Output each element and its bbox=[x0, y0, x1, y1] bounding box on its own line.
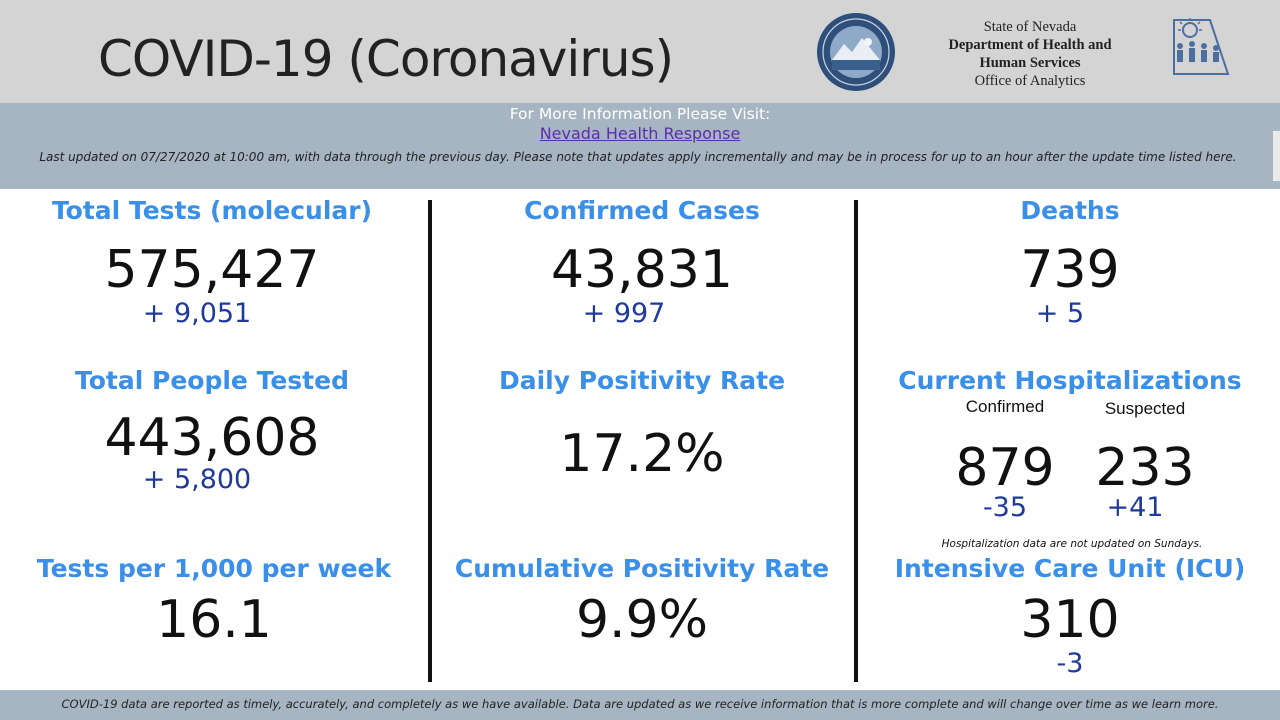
icu-label: Intensive Care Unit (ICU) bbox=[894, 554, 1246, 583]
total-tests-delta: + 9,051 bbox=[142, 298, 252, 329]
people-tested-delta: + 5,800 bbox=[142, 464, 252, 495]
confirmed-cases-value: 43,831 bbox=[551, 240, 733, 300]
agency-line-state: State of Nevada bbox=[983, 19, 1077, 35]
icu-value: 310 bbox=[1020, 590, 1120, 650]
nevada-health-response-link[interactable]: Nevada Health Response bbox=[539, 124, 741, 143]
icu-delta: -3 bbox=[1056, 648, 1084, 679]
tests-per-1000-label: Tests per 1,000 per week bbox=[36, 554, 392, 583]
tests-per-1000-value: 16.1 bbox=[156, 590, 272, 650]
info-heading: For More Information Please Visit: bbox=[509, 105, 771, 123]
hosp-suspected-value: 233 bbox=[1095, 438, 1195, 498]
confirmed-cases-label: Confirmed Cases bbox=[524, 196, 760, 225]
hosp-confirmed-value: 879 bbox=[955, 438, 1055, 498]
info-bar: For More Information Please Visit: Nevad… bbox=[0, 103, 1280, 189]
confirmed-cases-delta: + 997 bbox=[582, 298, 666, 329]
info-link-row: Nevada Health Response bbox=[0, 124, 1280, 143]
hospitalizations-label: Current Hospitalizations bbox=[898, 366, 1242, 395]
hosp-confirmed-delta: -35 bbox=[982, 492, 1028, 523]
deaths-label: Deaths bbox=[1020, 196, 1120, 225]
total-tests-label: Total Tests (molecular) bbox=[51, 196, 373, 225]
footer-bar: COVID-19 data are reported as timely, ac… bbox=[0, 690, 1280, 720]
footer-disclaimer: COVID-19 data are reported as timely, ac… bbox=[61, 697, 1219, 711]
hospitalization-note: Hospitalization data are not updated on … bbox=[941, 538, 1203, 550]
scrollbar-thumb[interactable] bbox=[1273, 131, 1280, 181]
page-title: COVID-19 (Coronavirus) bbox=[98, 30, 674, 88]
column-divider-left bbox=[428, 200, 432, 682]
deaths-value: 739 bbox=[1020, 240, 1120, 300]
people-tested-value: 443,608 bbox=[104, 408, 320, 468]
agency-line-office: Office of Analytics bbox=[974, 73, 1086, 89]
nevada-state-seal-icon bbox=[817, 13, 895, 91]
hosp-suspected-delta: +41 bbox=[1106, 492, 1164, 523]
header-bar: COVID-19 (Coronavirus) State of Nevada D… bbox=[0, 0, 1280, 103]
hosp-suspected-label: Suspected bbox=[1104, 399, 1186, 418]
last-updated-text: Last updated on 07/27/2020 at 10:00 am, … bbox=[39, 150, 1237, 164]
dhhs-logo-icon bbox=[1173, 18, 1230, 75]
cumulative-positivity-label: Cumulative Positivity Rate bbox=[454, 554, 830, 583]
people-tested-label: Total People Tested bbox=[75, 366, 349, 395]
cumulative-positivity-value: 9.9% bbox=[575, 590, 709, 650]
daily-positivity-value: 17.2% bbox=[559, 424, 725, 484]
column-divider-right bbox=[854, 200, 858, 682]
hosp-confirmed-label: Confirmed bbox=[965, 397, 1045, 416]
agency-name: State of Nevada Department of Health and… bbox=[920, 18, 1140, 90]
daily-positivity-label: Daily Positivity Rate bbox=[498, 366, 786, 395]
deaths-delta: + 5 bbox=[1035, 298, 1085, 329]
agency-line-hhs: Human Services bbox=[979, 55, 1081, 71]
total-tests-value: 575,427 bbox=[104, 240, 320, 300]
agency-line-dept: Department of Health and bbox=[948, 37, 1112, 53]
